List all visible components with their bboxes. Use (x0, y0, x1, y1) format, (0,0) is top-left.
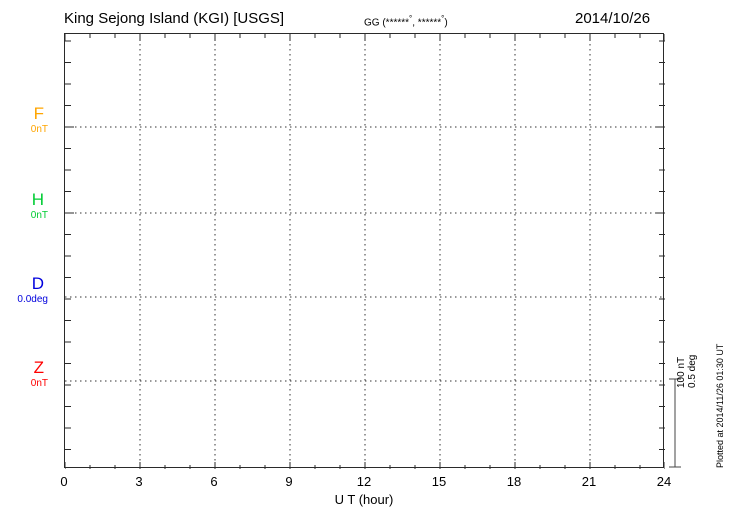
coords-prefix: GG ( (364, 17, 386, 29)
x-tick-label: 24 (656, 474, 672, 489)
x-tick-label: 21 (581, 474, 597, 489)
component-letter-d: D (31, 274, 44, 293)
horizontal-baseline-gridlines (65, 126, 665, 382)
component-baseline-value-f: 0nT (30, 124, 48, 135)
page-title: King Sejong Island (KGI) [USGS] (64, 10, 285, 27)
x-tick-label: 3 (135, 474, 143, 489)
component-baseline-value-h: 0nT (30, 210, 48, 221)
component-letter-f: F (33, 104, 44, 123)
component-letter-z: Z (33, 358, 44, 377)
plot-grid-svg (65, 34, 665, 469)
vertical-gridlines (139, 34, 591, 469)
x-tick-label: 15 (431, 474, 447, 489)
scale-bar-line1: 100 nT (676, 356, 687, 388)
component-label-f: F 0nT (0, 105, 58, 136)
coords-degree-symbol-lon: ° (441, 14, 445, 23)
x-tick-label: 18 (506, 474, 522, 489)
coords-separator: , (412, 17, 418, 29)
component-label-z: Z 0nT (0, 359, 58, 390)
scale-bar-line2: 0.5 deg (687, 354, 698, 388)
component-label-d: D 0.0deg (0, 275, 58, 306)
scale-bar-icon (669, 378, 681, 468)
x-axis-title: U T (hour) (334, 492, 394, 507)
x-tick-label: 12 (356, 474, 372, 489)
x-axis-ticks (65, 34, 665, 469)
x-tick-label: 9 (285, 474, 293, 489)
chart-header: King Sejong Island (KGI) [USGS] GG (****… (0, 0, 730, 33)
y-axis-ticks (65, 40, 665, 450)
coords-suffix: ) (444, 17, 448, 29)
observation-date: 2014/10/26 (575, 10, 651, 27)
plot-area (64, 33, 665, 469)
scale-bar-label: 100 nT 0.5 deg (676, 312, 698, 388)
component-baseline-value-d: 0.0deg (17, 294, 48, 305)
coords-latitude: ****** (385, 17, 410, 29)
geographic-coordinates: GG (******°, ******°) (364, 14, 448, 28)
component-letter-h: H (31, 190, 44, 209)
component-baseline-value-z: 0nT (30, 378, 48, 389)
coords-degree-symbol-lat: ° (409, 14, 413, 23)
plotted-at-timestamp: Plotted at 2014/11/26 01:30 UT (715, 343, 725, 468)
component-label-h: H 0nT (0, 191, 58, 222)
x-tick-label: 6 (210, 474, 218, 489)
x-tick-label: 0 (60, 474, 68, 489)
coords-longitude: ****** (417, 17, 442, 29)
